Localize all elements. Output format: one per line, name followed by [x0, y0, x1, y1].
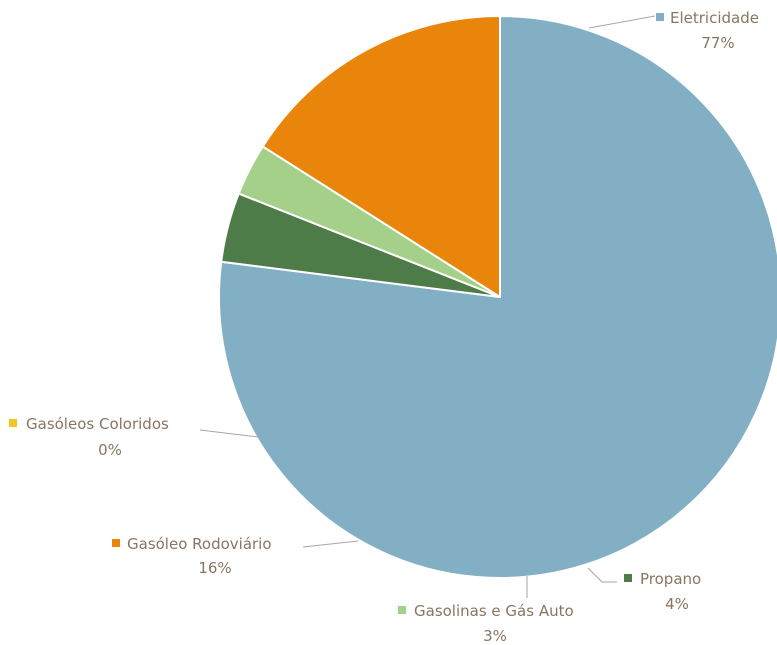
pie-slice-gasoleo-rodoviario [261, 15, 501, 298]
data-label-gasoleos-coloridos: Gasóleos Coloridos 0% [9, 415, 169, 459]
data-label-gasolinas: Gasolinas e Gás Auto 3% [398, 602, 574, 645]
slice-name-gasoleos-coloridos: Gasóleos Coloridos [26, 415, 169, 433]
leader-line-propano [587, 567, 617, 583]
slice-percent-propano: 4% [665, 595, 689, 613]
pie-slices [218, 15, 777, 579]
legend-key-eletricidade [656, 13, 664, 21]
data-label-gasoleo-rodoviario: Gasóleo Rodoviário 16% [112, 535, 272, 577]
legend-key-gasoleo-rodoviario [112, 539, 120, 547]
leader-line-eletricidade [588, 15, 656, 29]
slice-percent-gasoleos-coloridos: 0% [98, 441, 122, 459]
slice-name-gasolinas: Gasolinas e Gás Auto [414, 602, 574, 620]
slice-name-propano: Propano [640, 570, 701, 588]
legend-key-gasolinas [398, 606, 406, 614]
leader-line-gasoleo-rodoviario [302, 540, 359, 548]
slice-percent-eletricidade: 77% [701, 34, 734, 52]
data-label-eletricidade: Eletricidade 77% [656, 9, 759, 52]
slice-percent-gasoleo-rodoviario: 16% [198, 559, 231, 577]
legend-key-propano [624, 574, 632, 582]
legend-key-gasoleos-coloridos [9, 419, 17, 427]
slice-name-eletricidade: Eletricidade [670, 9, 759, 27]
data-label-propano: Propano 4% [624, 570, 701, 613]
slice-name-gasoleo-rodoviario: Gasóleo Rodoviário [127, 535, 272, 553]
slice-percent-gasolinas: 3% [483, 627, 507, 645]
leader-line-gasoleos-coloridos [199, 429, 259, 438]
